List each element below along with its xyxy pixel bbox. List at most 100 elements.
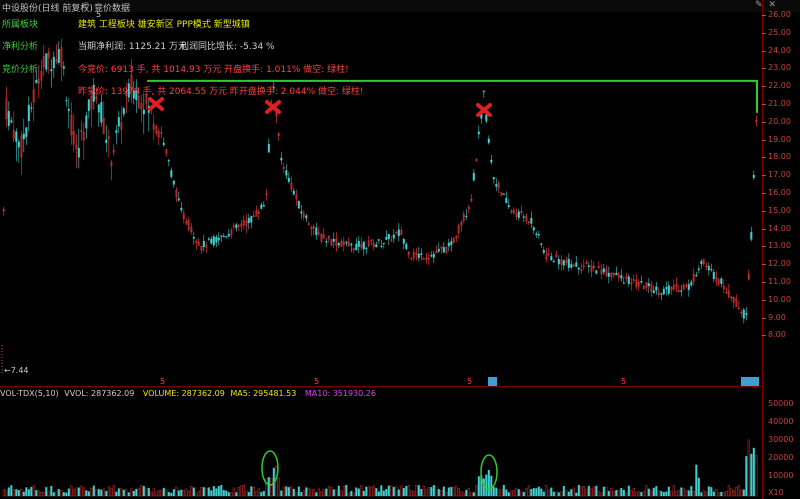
volume-bar <box>12 489 15 497</box>
volume-bar <box>47 491 50 497</box>
title-bar: 中设股份(日线 前复权) ⊙ 竞价数据 ✎ ✕ <box>0 0 800 14</box>
event-badge-icon[interactable] <box>488 377 497 386</box>
candle-body <box>55 59 58 62</box>
candle-body <box>92 84 95 102</box>
volume-bar <box>62 492 65 497</box>
candle-body <box>725 292 728 294</box>
candle-body <box>702 259 705 265</box>
candle-body <box>82 131 85 141</box>
candle-body <box>505 197 508 204</box>
volume-bar <box>532 488 535 497</box>
sector-label: 所属板块 <box>2 20 39 30</box>
candle-body <box>287 177 290 182</box>
candle-body <box>662 288 665 295</box>
candle-body <box>280 157 283 161</box>
volume-bar <box>572 487 575 497</box>
candle-body <box>247 218 250 224</box>
event-mark[interactable]: 5 <box>621 377 627 386</box>
candle-body <box>545 254 548 260</box>
candle-body <box>440 246 443 249</box>
price-tick-mark <box>762 335 766 337</box>
candle-body <box>52 56 55 69</box>
candle-body <box>317 232 320 234</box>
candle-body <box>222 235 225 237</box>
candle-body <box>602 268 605 273</box>
candle-body <box>17 141 20 148</box>
volume-bar <box>555 491 558 497</box>
candle-body <box>610 272 613 278</box>
candle-body <box>262 204 265 207</box>
volume-value: VOLUME: 287362.09 <box>142 389 225 398</box>
candle-body <box>282 167 285 169</box>
candle-body <box>25 127 28 137</box>
candle-body <box>495 184 498 187</box>
tab-auction-data[interactable]: 竞价数据 <box>94 4 131 14</box>
volume-bar <box>195 492 198 497</box>
candle-body <box>497 182 500 189</box>
volume-unit: X10 <box>768 488 784 497</box>
candle-body <box>445 246 448 253</box>
event-badge-icon[interactable] <box>741 377 759 386</box>
price-tick-label: 15.00 <box>768 205 791 215</box>
candle-body <box>470 198 473 202</box>
volume-bar <box>465 489 468 497</box>
pin-icon[interactable]: ✎ <box>755 0 763 10</box>
candle-body <box>677 290 680 292</box>
volume-bar <box>115 491 118 497</box>
candle-body <box>70 115 73 136</box>
candle-body <box>682 284 685 290</box>
candle-body <box>465 215 468 218</box>
candle-body <box>715 277 718 282</box>
volume-bar <box>462 492 465 497</box>
volume-bar <box>245 490 248 497</box>
event-mark[interactable]: 5 <box>314 377 320 386</box>
volume-bar <box>725 490 728 497</box>
volume-bar <box>302 490 305 497</box>
candle-body <box>207 238 210 240</box>
volume-bar <box>280 490 283 497</box>
candle-body <box>360 244 363 248</box>
candle-body <box>370 239 373 241</box>
candle-body <box>297 201 300 209</box>
volume-bar <box>57 488 60 497</box>
volume-bar <box>505 489 508 497</box>
volume-bar <box>182 490 185 497</box>
candle-body <box>265 193 268 195</box>
volume-bar <box>715 489 718 497</box>
indicator-name[interactable]: VOL-TDX(5,10) <box>0 389 59 398</box>
volume-bar <box>22 491 25 497</box>
volume-bar <box>630 490 633 497</box>
candle-body <box>325 241 328 243</box>
candle-body <box>650 284 653 292</box>
event-mark[interactable]: 5 <box>467 377 473 386</box>
volume-bar <box>582 486 585 497</box>
volume-bar <box>52 492 55 497</box>
price-tick-mark <box>762 175 766 177</box>
volume-bar <box>710 487 713 497</box>
volume-bar <box>27 489 30 497</box>
price-tick-label: 14.00 <box>768 223 791 233</box>
event-mark[interactable]: 5 <box>160 377 166 386</box>
price-axis[interactable] <box>762 0 800 499</box>
close-icon[interactable]: ✕ <box>768 0 776 10</box>
volume-bar <box>682 488 685 497</box>
candle-body <box>635 280 638 288</box>
volume-bar <box>660 490 663 497</box>
volume-bar <box>282 486 285 497</box>
volume-bar <box>317 488 320 497</box>
volume-bar <box>170 492 173 497</box>
volume-bar <box>705 491 708 497</box>
volume-bar <box>85 490 88 497</box>
panel-divider <box>0 386 762 387</box>
volume-bar <box>192 487 195 497</box>
volume-bar <box>312 488 315 497</box>
candle-body <box>47 51 50 58</box>
volume-bar <box>690 486 693 497</box>
candle-body <box>312 225 315 229</box>
candle-body <box>467 206 470 209</box>
candle-body <box>12 130 15 139</box>
candle-body <box>417 253 420 258</box>
candle-body <box>750 232 753 240</box>
volume-bar <box>277 477 280 497</box>
